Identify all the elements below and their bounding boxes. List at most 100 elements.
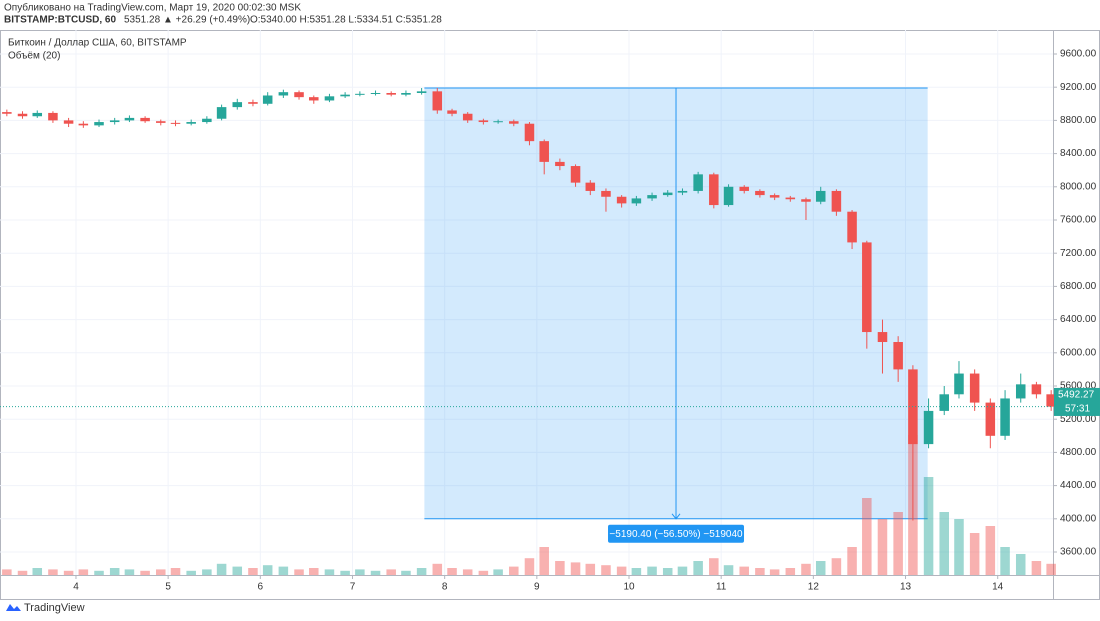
volume-bar — [985, 526, 996, 575]
y-tick-label: 9600.00 — [1060, 49, 1097, 60]
candle-body — [862, 242, 872, 333]
volume-bar — [509, 566, 519, 575]
volume-bar — [248, 568, 258, 575]
volume-bar — [447, 568, 457, 575]
candle-body — [248, 102, 258, 104]
candle-body — [647, 195, 657, 199]
candle-body — [601, 190, 611, 197]
candle-body — [801, 199, 811, 202]
volume-bar — [94, 570, 104, 575]
candle-body — [677, 190, 688, 193]
candle-body — [631, 198, 642, 204]
volume-bar — [1015, 554, 1026, 575]
price-tag: 5492.27 — [1058, 390, 1095, 401]
volume-bar — [262, 565, 273, 575]
brand: TradingView — [24, 602, 85, 614]
candle-body — [416, 91, 427, 93]
candle-body — [570, 166, 581, 183]
y-tick-label: 8800.00 — [1060, 115, 1097, 126]
ohlc: O:5340.00 H:5351.28 L:5334.51 C:5351.28 — [250, 15, 442, 26]
volume-bar — [831, 558, 842, 575]
volume-bar — [478, 570, 489, 575]
symbol: BITSTAMP:BTCUSD, 60 — [4, 15, 116, 26]
candle-body — [447, 110, 457, 114]
volume-bar — [370, 570, 381, 575]
candle-body — [739, 186, 749, 191]
candle-body — [585, 182, 596, 191]
candle-body — [493, 121, 503, 123]
candle-body — [478, 120, 489, 123]
volume-bar — [539, 547, 549, 575]
volume-bar — [969, 533, 980, 575]
volume-bar — [647, 566, 657, 575]
x-tick-label: 8 — [442, 582, 448, 593]
candle-body — [1046, 394, 1056, 407]
candle-body — [509, 121, 519, 124]
candle-body — [48, 112, 58, 121]
candle-body — [709, 174, 719, 206]
candle-body — [340, 94, 350, 97]
x-tick-label: 10 — [623, 582, 635, 593]
volume-bar — [693, 561, 703, 575]
volume-bar — [232, 566, 243, 575]
x-tick-label: 9 — [534, 582, 540, 593]
volume-bar — [662, 568, 673, 575]
volume-bar — [493, 569, 503, 575]
volume-bar — [432, 563, 443, 575]
volume-bar — [63, 570, 74, 575]
candle-body — [232, 102, 243, 108]
logo — [6, 604, 21, 611]
candle-body — [386, 92, 396, 95]
volume-bar — [585, 563, 596, 575]
candle-body — [755, 190, 765, 196]
y-tick-label: 4400.00 — [1060, 480, 1097, 491]
y-tick-label: 6000.00 — [1060, 347, 1097, 358]
candle-body — [124, 117, 135, 121]
candle-body — [939, 394, 949, 411]
chart-title: Биткоин / Доллар США, 60, BITSTAMP — [8, 38, 187, 49]
candle-body — [109, 120, 120, 123]
candle-body — [923, 410, 934, 445]
candle-body — [847, 211, 857, 243]
volume-bar — [723, 565, 734, 575]
volume-bar — [309, 568, 319, 575]
volume-bar — [709, 558, 719, 575]
x-tick-label: 7 — [350, 582, 356, 593]
volume-bar — [769, 569, 780, 575]
candle-body — [831, 190, 842, 212]
y-tick-label: 3600.00 — [1060, 547, 1097, 558]
x-tick-label: 11 — [716, 582, 727, 593]
volume-bar — [601, 565, 611, 575]
volume-bar — [140, 570, 150, 575]
measure-label: −5190.40 (−56.50%) −519040 — [609, 529, 743, 540]
volume-bar — [216, 563, 227, 575]
last-price: 5351.28 — [124, 15, 161, 26]
price-tag-box — [1054, 387, 1100, 416]
candle-body — [555, 161, 565, 167]
volume-bar — [156, 569, 166, 575]
y-tick-label: 8000.00 — [1060, 181, 1097, 192]
volume-bar — [524, 558, 535, 575]
measure-arrowhead — [671, 513, 681, 520]
candle-body — [616, 196, 627, 204]
volume-bar — [1031, 561, 1042, 575]
candle-body — [262, 95, 273, 104]
candle-body — [355, 93, 365, 95]
candle-body — [524, 123, 535, 142]
volume-bar — [17, 570, 28, 575]
candle-body — [370, 92, 381, 94]
candle-body — [94, 122, 104, 126]
candle-body — [186, 122, 196, 124]
volume-bar — [294, 569, 304, 575]
change: ▲ +26.29 (+0.49%) — [163, 15, 250, 26]
candle-body — [1015, 384, 1026, 399]
candle-body — [432, 91, 443, 111]
volume-bar — [616, 566, 627, 575]
candle-body — [156, 121, 166, 123]
candle-body — [324, 96, 335, 101]
candle-body — [693, 174, 703, 191]
x-tick-label: 12 — [808, 582, 820, 593]
volume-bar — [170, 568, 181, 575]
y-tick-label: 7600.00 — [1060, 215, 1097, 226]
